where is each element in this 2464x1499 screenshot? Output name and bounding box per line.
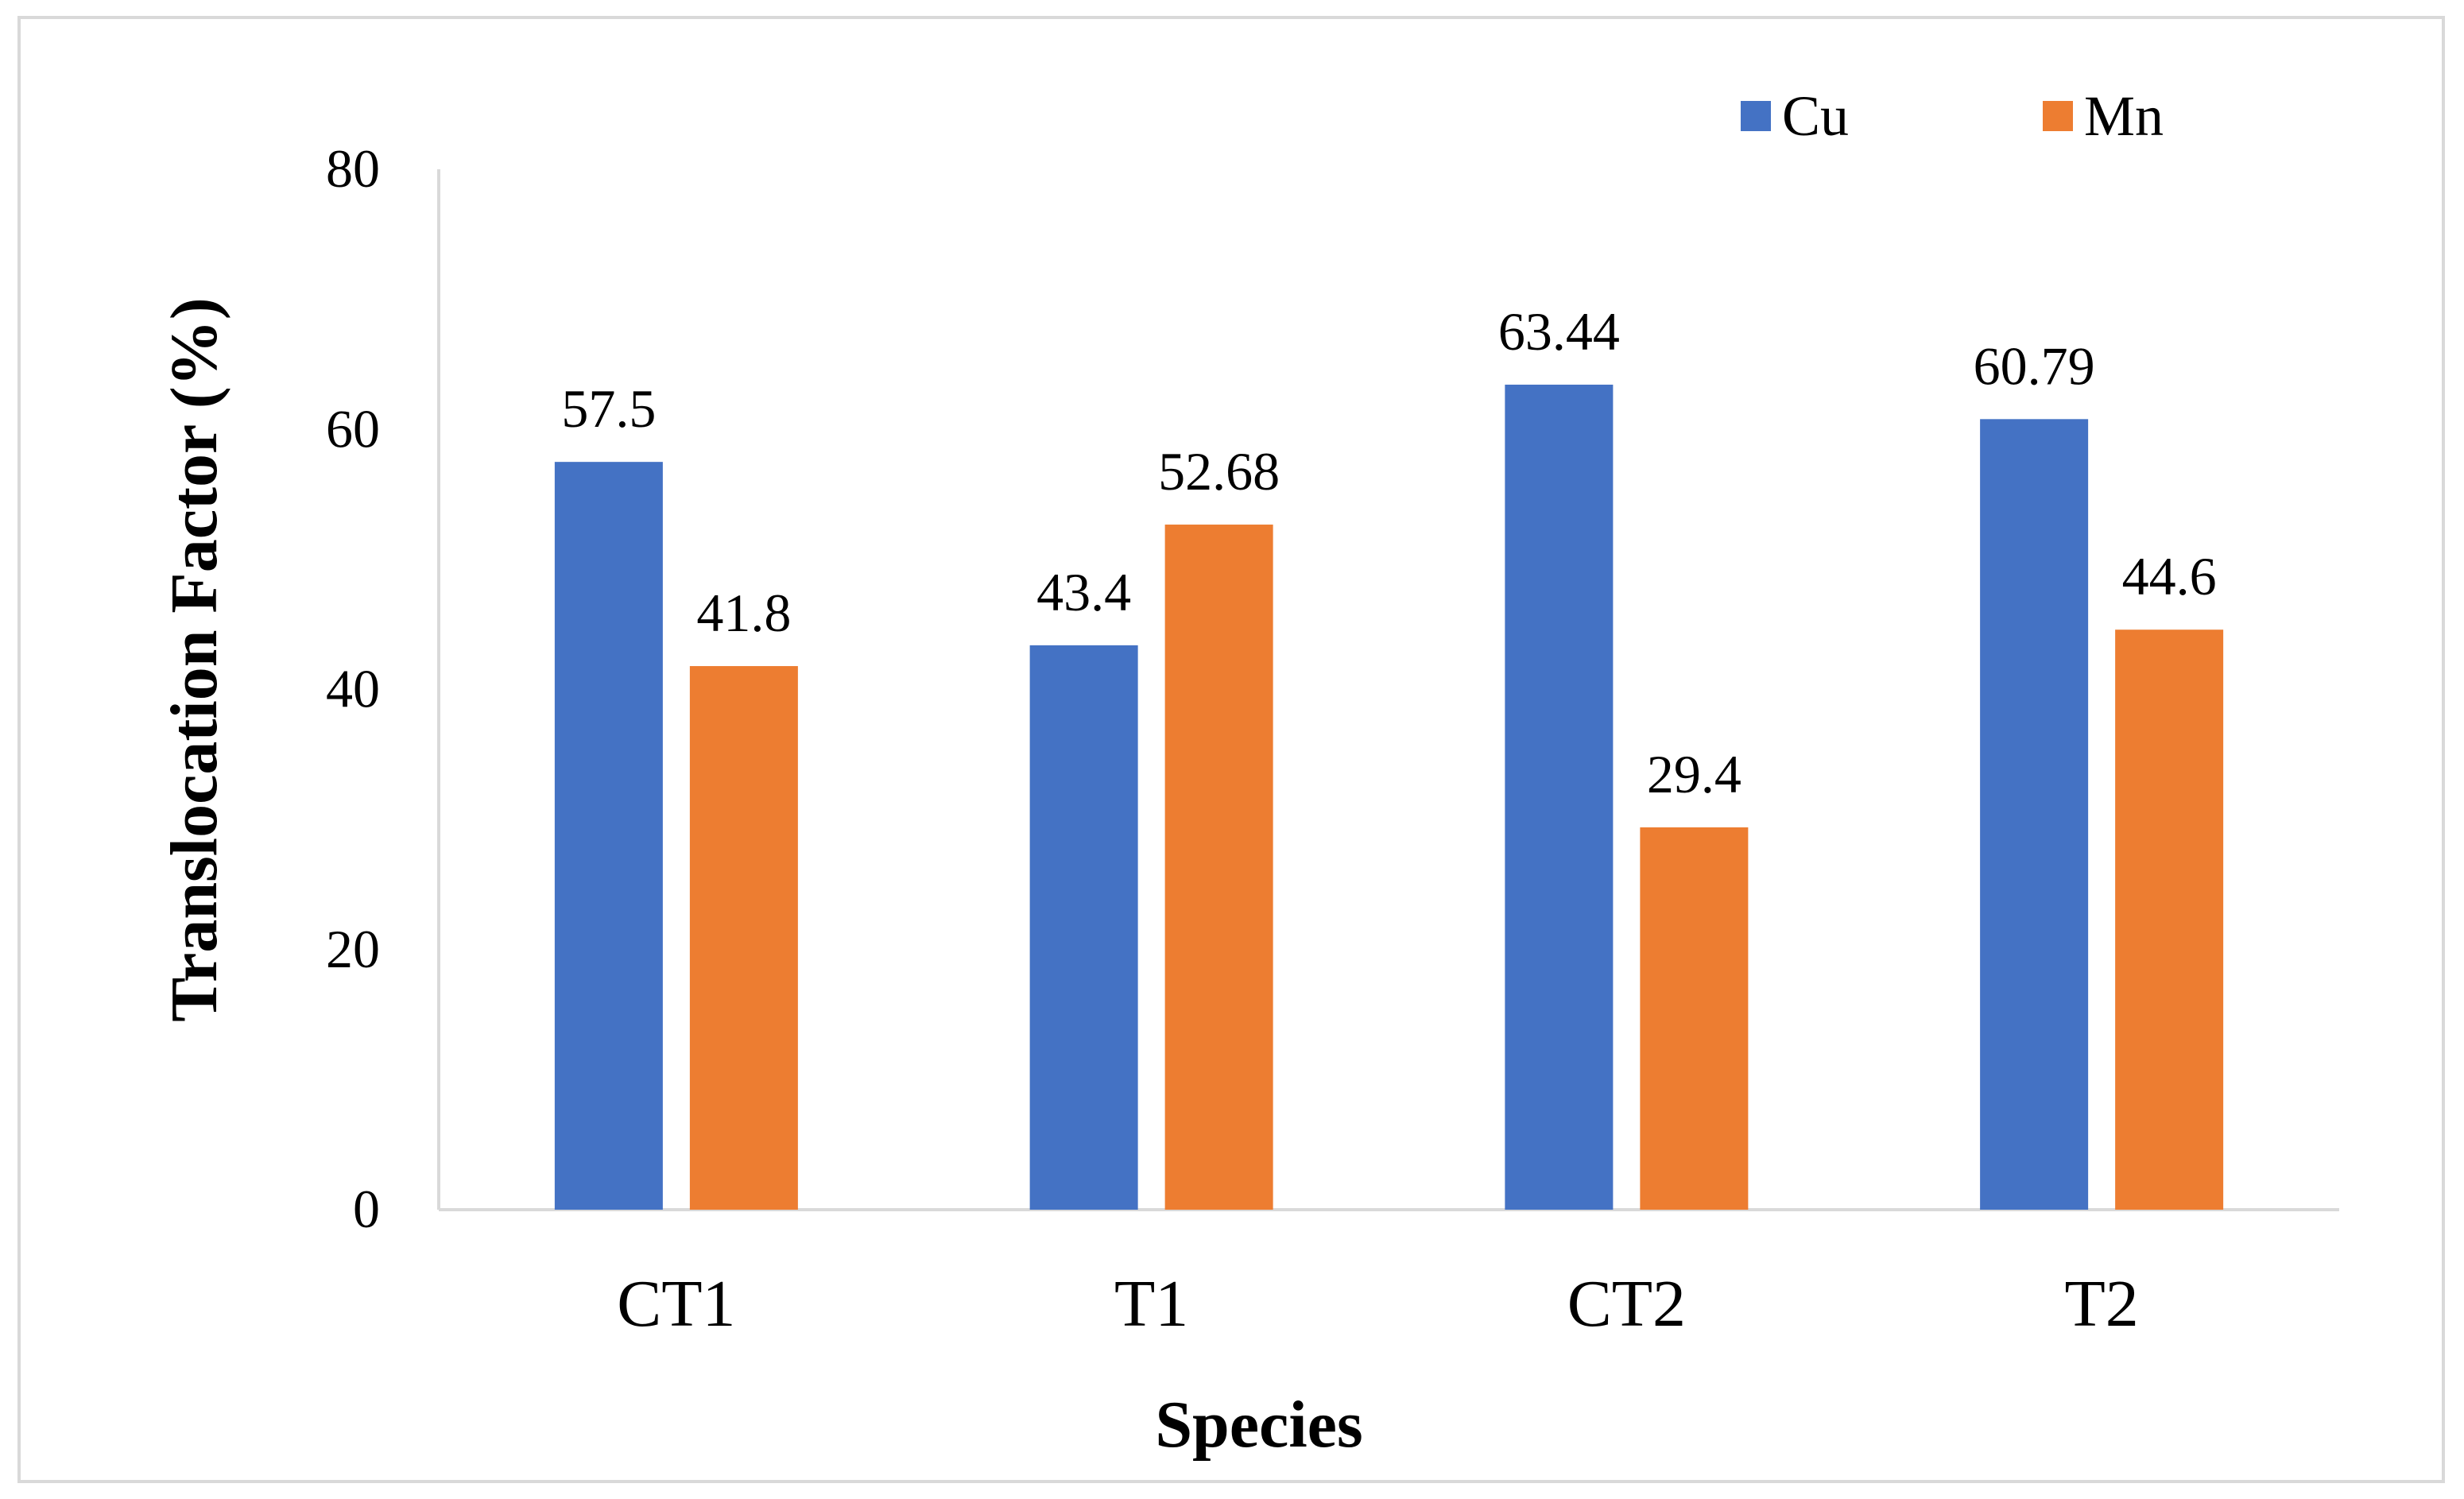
- data-labels: 57.5 41.8 43.4 52.68 63.44 29.4 60.79 44.6: [561, 301, 2216, 804]
- bar-cu-ct1: [554, 462, 663, 1210]
- x-axis-title: Species: [1155, 1388, 1362, 1462]
- bar-mn-t2: [2115, 629, 2224, 1210]
- x-tick-label-t2: T2: [2064, 1267, 2138, 1341]
- y-tick-label-60: 60: [326, 398, 380, 459]
- bar-mn-ct2: [1640, 827, 1749, 1210]
- data-label-cu-ct1: 57.5: [561, 378, 656, 439]
- bars: [554, 384, 2224, 1210]
- x-tick-label-ct2: CT2: [1567, 1267, 1686, 1341]
- data-label-cu-t2: 60.79: [1974, 335, 2095, 396]
- legend-label-mn: Mn: [2084, 84, 2164, 148]
- data-label-cu-ct2: 63.44: [1498, 301, 1620, 362]
- category-labels: CT1 T1 CT2 T2: [617, 1267, 2139, 1341]
- data-label-mn-t1: 52.68: [1158, 441, 1280, 502]
- bar-mn-ct1: [689, 666, 798, 1210]
- data-label-mn-ct2: 29.4: [1647, 744, 1741, 804]
- bar-cu-ct2: [1505, 384, 1614, 1210]
- y-tick-label-20: 20: [326, 919, 380, 979]
- bar-cu-t2: [1980, 419, 2089, 1210]
- y-axis-title: Translocation Factor (%): [157, 297, 231, 1021]
- y-tick-labels: 0 20 40 60 80: [326, 138, 380, 1239]
- y-tick-label-80: 80: [326, 138, 380, 199]
- x-tick-label-ct1: CT1: [617, 1267, 735, 1341]
- data-label-mn-t2: 44.6: [2122, 546, 2217, 606]
- legend-swatch-cu: [1741, 101, 1771, 131]
- legend: Cu Mn: [1741, 84, 2164, 148]
- data-label-mn-ct1: 41.8: [696, 583, 791, 643]
- bar-cu-t1: [1029, 645, 1138, 1210]
- legend-swatch-mn: [2043, 101, 2073, 131]
- legend-label-cu: Cu: [1782, 84, 1849, 148]
- x-tick-label-t1: T1: [1114, 1267, 1188, 1341]
- bar-mn-t1: [1164, 525, 1273, 1210]
- y-tick-label-0: 0: [353, 1179, 380, 1239]
- y-tick-label-40: 40: [326, 659, 380, 719]
- data-label-cu-t1: 43.4: [1036, 562, 1131, 622]
